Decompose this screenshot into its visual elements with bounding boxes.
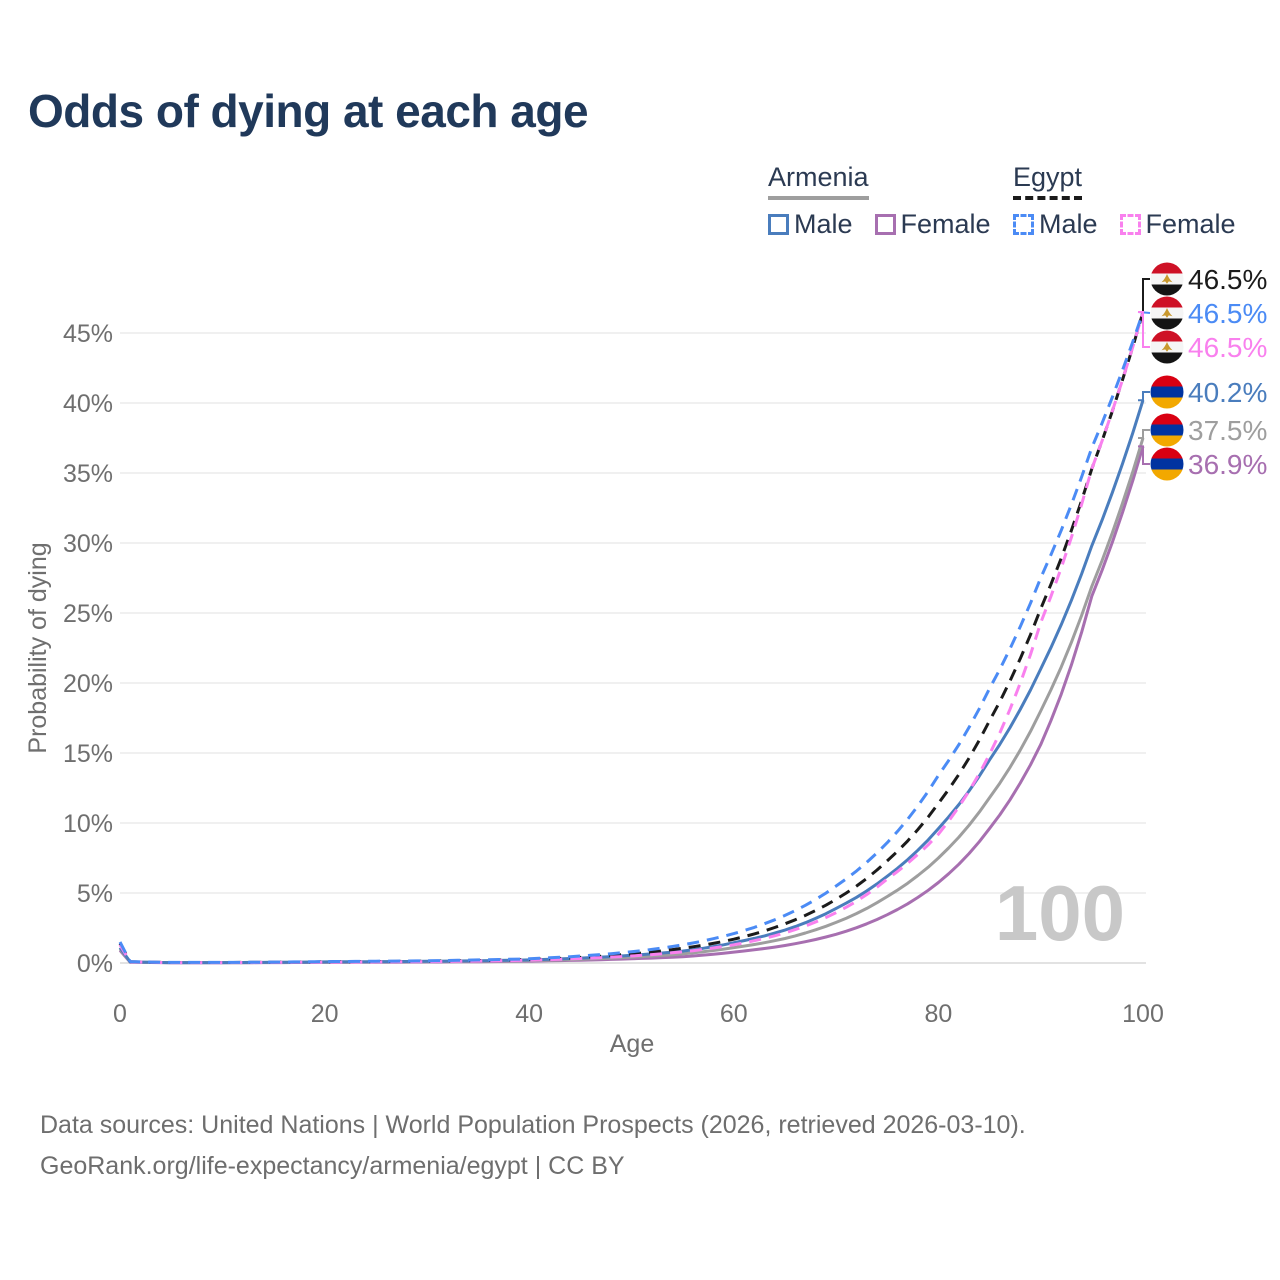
- x-tick-label: 40: [515, 1000, 543, 1028]
- series-line-egypt-female[interactable]: [118, 311, 1145, 965]
- armenia-flag-icon: [1150, 413, 1184, 447]
- series-line-armenia-male[interactable]: [118, 399, 1145, 965]
- x-tick-label: 100: [1122, 1000, 1164, 1028]
- y-tick-label: 20%: [63, 670, 113, 698]
- egypt-male-swatch-icon: [1013, 214, 1034, 235]
- legend-item-armenia-female[interactable]: Female: [874, 209, 991, 240]
- egypt-flag-icon: [1150, 296, 1184, 330]
- end-value-label-armenia-total: 37.5%: [1188, 415, 1267, 446]
- armenia-flag-icon: [1150, 447, 1184, 481]
- legend-group-egypt: Egypt Male Female: [1013, 162, 1236, 240]
- legend-group-armenia: Armenia Male Female: [768, 162, 991, 240]
- legend-item-label: Female: [1145, 209, 1236, 239]
- attribution-line: GeoRank.org/life-expectancy/armenia/egyp…: [40, 1152, 625, 1180]
- page-title: Odds of dying at each age: [28, 85, 589, 137]
- y-tick-label: 5%: [77, 880, 113, 908]
- legend-item-armenia-male[interactable]: Male: [768, 209, 853, 240]
- label-connector-egypt-total: [1138, 278, 1150, 313]
- armenia-female-swatch-icon: [874, 214, 896, 235]
- legend-header-armenia: Armenia: [768, 162, 869, 200]
- x-tick-label: 80: [924, 1000, 952, 1028]
- egypt-flag-icon: [1150, 262, 1184, 296]
- legend-header-egypt: Egypt: [1013, 162, 1083, 200]
- label-connector-egypt-female: [1138, 311, 1150, 348]
- label-connector-armenia-female: [1138, 445, 1150, 465]
- x-tick-label: 60: [720, 1000, 748, 1028]
- series-line-egypt-male[interactable]: [118, 311, 1145, 964]
- y-tick-label: 25%: [63, 600, 113, 628]
- y-tick-label: 30%: [63, 530, 113, 558]
- y-tick-label: 40%: [63, 390, 113, 418]
- data-source-line: Data sources: United Nations | World Pop…: [40, 1111, 1026, 1139]
- end-value-label-egypt-male: 46.5%: [1188, 298, 1267, 329]
- end-value-label-armenia-female: 36.9%: [1188, 449, 1267, 480]
- y-tick-label: 45%: [63, 320, 113, 348]
- series-line-egypt-total[interactable]: [118, 311, 1145, 964]
- legend-item-label: Male: [1039, 209, 1098, 239]
- y-axis-title: Probability of dying: [24, 542, 52, 753]
- x-tick-label: 20: [311, 1000, 339, 1028]
- chart-watermark: 100: [995, 869, 1125, 957]
- end-value-label-armenia-male: 40.2%: [1188, 377, 1267, 408]
- y-tick-label: 15%: [63, 740, 113, 768]
- legend-item-egypt-male[interactable]: Male: [1013, 209, 1098, 240]
- label-connector-armenia-male: [1138, 391, 1150, 402]
- x-axis-title: Age: [610, 1030, 654, 1058]
- series-line-armenia-total[interactable]: [118, 437, 1145, 965]
- y-tick-label: 35%: [63, 460, 113, 488]
- legend-item-label: Female: [900, 209, 991, 239]
- series-line-armenia-female[interactable]: [118, 445, 1145, 965]
- data-source-note: Data sources: United Nations | World Pop…: [40, 1105, 1026, 1187]
- end-value-label-egypt-total: 46.5%: [1188, 264, 1267, 295]
- legend-item-egypt-female[interactable]: Female: [1119, 209, 1236, 240]
- y-tick-label: 10%: [63, 810, 113, 838]
- armenia-male-swatch-icon: [768, 214, 789, 235]
- label-connector-armenia-total: [1138, 429, 1150, 439]
- egypt-flag-icon: [1150, 330, 1184, 364]
- armenia-flag-icon: [1150, 375, 1184, 409]
- y-tick-label: 0%: [77, 950, 113, 978]
- x-tick-label: 0: [113, 1000, 127, 1028]
- end-value-label-egypt-female: 46.5%: [1188, 332, 1267, 363]
- legend-item-label: Male: [794, 209, 853, 239]
- egypt-female-swatch-icon: [1119, 214, 1141, 235]
